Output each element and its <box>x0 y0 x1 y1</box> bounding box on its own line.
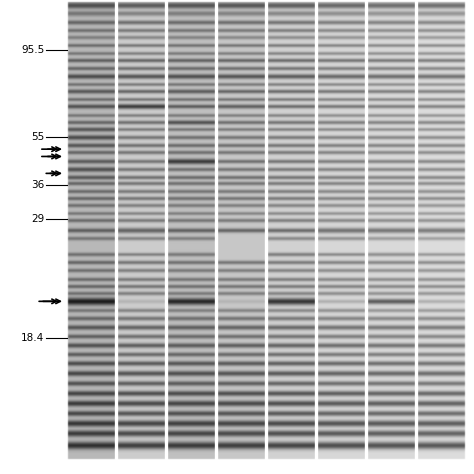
Text: 36: 36 <box>31 180 45 190</box>
Bar <box>165 2 168 459</box>
Bar <box>0 0 66 474</box>
Bar <box>265 2 268 459</box>
Bar <box>415 2 418 459</box>
Bar <box>473 0 474 474</box>
Bar <box>115 2 118 459</box>
Bar <box>365 2 368 459</box>
Bar <box>215 2 218 459</box>
Text: 29: 29 <box>31 214 45 224</box>
Bar <box>315 2 318 459</box>
Text: 95.5: 95.5 <box>21 45 45 55</box>
Text: 18.4: 18.4 <box>21 333 45 343</box>
Text: 55: 55 <box>31 132 45 142</box>
